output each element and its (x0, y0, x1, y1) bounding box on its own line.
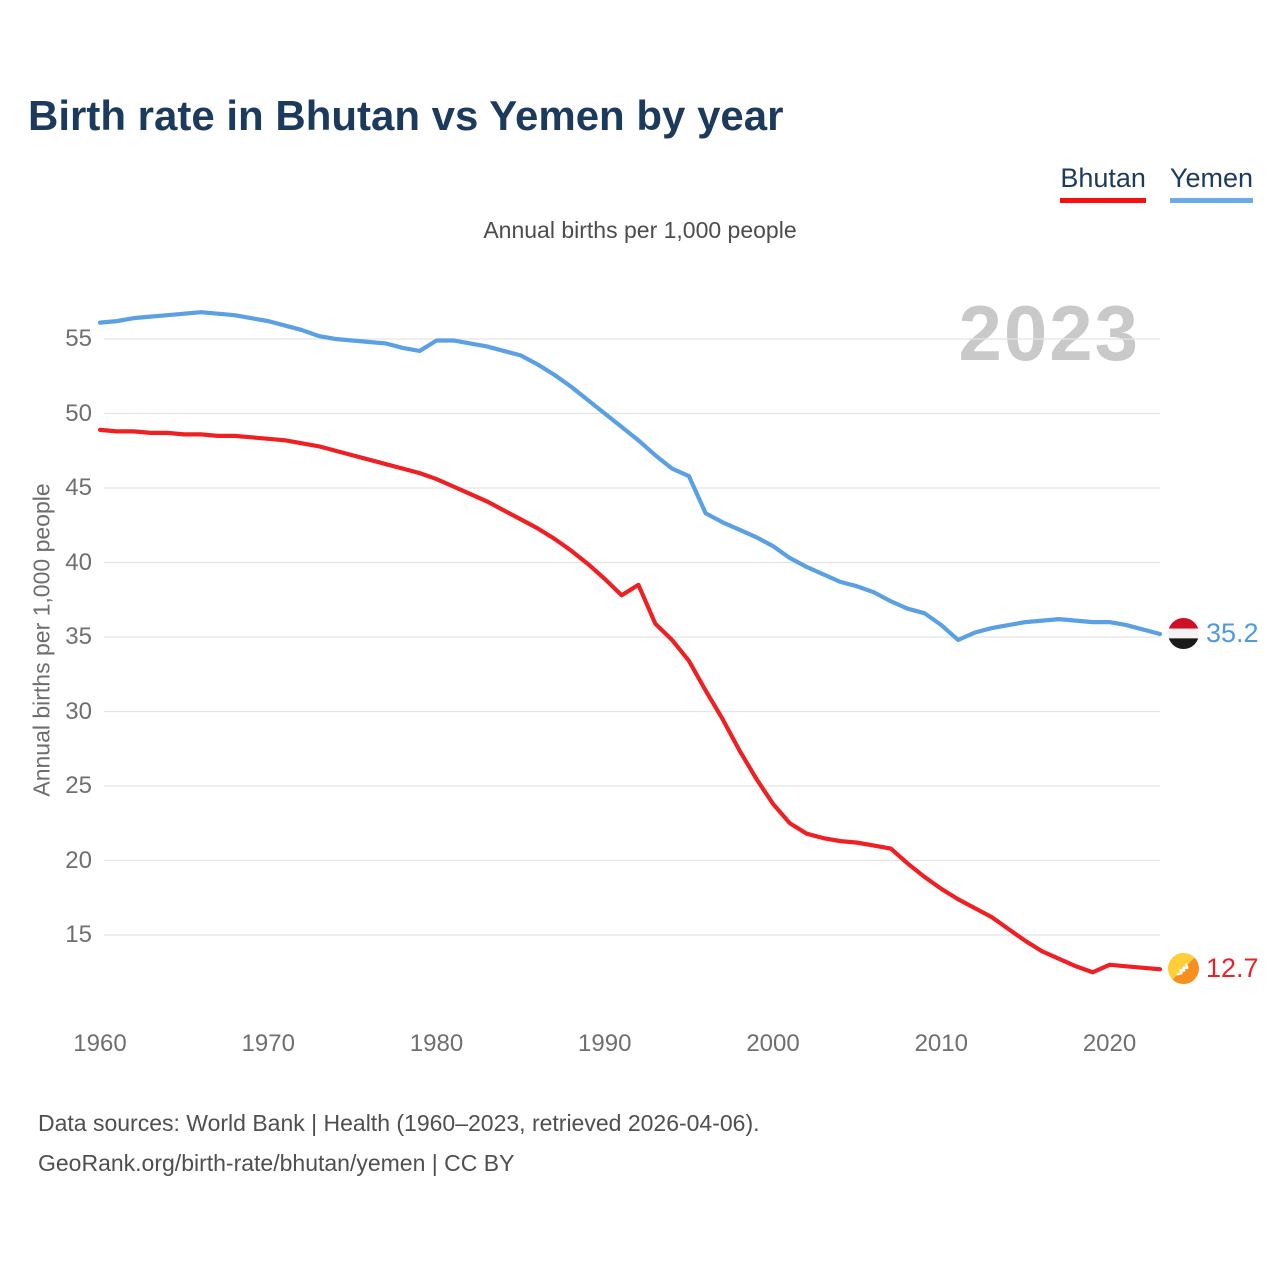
y-tick-label-25: 25 (65, 772, 92, 799)
series-line-bhutan (97, 427, 1163, 975)
legend-item-bhutan[interactable]: Bhutan (1060, 163, 1146, 203)
y-tick-label-30: 30 (65, 697, 92, 725)
y-tick-label-45: 45 (65, 474, 92, 501)
x-tick-label-1960: 1960 (73, 1030, 127, 1057)
y-tick-label-35: 35 (65, 623, 92, 650)
legend: Bhutan Yemen (1060, 163, 1253, 203)
footer-attribution: GeoRank.org/birth-rate/bhutan/yemen | CC… (38, 1150, 515, 1176)
footer: Data sources: World Bank | Health (1960–… (38, 1103, 760, 1183)
footer-sources: Data sources: World Bank | Health (1960–… (38, 1110, 760, 1136)
series-line-yemen (97, 310, 1163, 643)
yemen-flag-icon (1168, 618, 1199, 650)
year-watermark: 2023 (958, 289, 1140, 377)
y-tick-label-50: 50 (65, 399, 92, 427)
legend-item-yemen[interactable]: Yemen (1169, 163, 1253, 203)
y-tick-label-55: 55 (65, 325, 92, 352)
x-tick-label-1980: 1980 (409, 1030, 464, 1057)
bhutan-flag-icon (1168, 953, 1199, 985)
y-tick-label-40: 40 (65, 548, 92, 576)
y-tick-label-20: 20 (65, 846, 92, 874)
x-tick-label-2020: 2020 (1082, 1030, 1137, 1057)
x-tick-label-2000: 2000 (746, 1030, 800, 1057)
yemen-end-value: 35.2 (1206, 618, 1259, 649)
x-tick-label-1990: 1990 (578, 1030, 632, 1057)
x-tick-label-1970: 1970 (241, 1030, 295, 1057)
page-title: Birth rate in Bhutan vs Yemen by year (28, 92, 784, 139)
end-label-yemen: 35.2 (1168, 618, 1259, 650)
bhutan-end-value: 12.7 (1206, 953, 1259, 984)
y-tick-label-15: 15 (65, 921, 92, 948)
end-label-bhutan: 12.7 (1168, 953, 1259, 985)
chart-subtitle: Annual births per 1,000 people (483, 217, 797, 243)
x-tick-label-2010: 2010 (914, 1030, 968, 1057)
